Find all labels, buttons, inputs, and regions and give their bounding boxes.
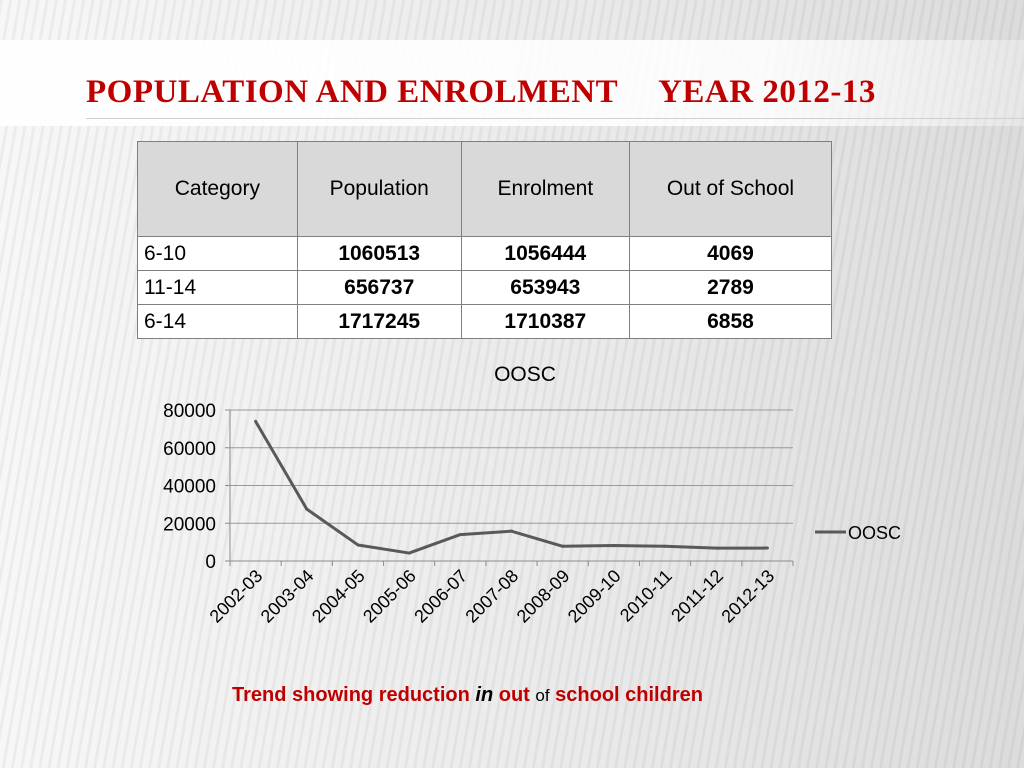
header-category: Category	[137, 141, 298, 237]
x-tick-label: 2005-06	[359, 566, 420, 627]
table-row: 6-14 1717245 1710387 6858	[137, 304, 833, 339]
title-band	[0, 40, 1024, 126]
legend-label: OOSC	[848, 523, 901, 543]
table-cell: 6858	[628, 304, 833, 339]
series-line-oosc	[254, 420, 768, 555]
x-tick-label: 2012-13	[717, 566, 778, 627]
slide-title-part1: POPULATION AND ENROLMENT	[86, 74, 619, 110]
x-tick-label: 2007-08	[461, 566, 522, 627]
caption-part2: in	[475, 684, 494, 706]
slide-title-part2: YEAR 2012-13	[658, 74, 876, 110]
x-tick-label: 2010-11	[616, 566, 676, 626]
caption-part3: out	[498, 684, 530, 706]
header-enrolment: Enrolment	[460, 141, 630, 237]
x-tick-label: 2002-03	[206, 566, 267, 627]
data-point	[407, 551, 411, 555]
table-cell: 1717245	[296, 304, 462, 339]
data-point	[305, 507, 309, 511]
caption-part4: of	[535, 686, 550, 705]
chart-title: OOSC	[494, 363, 556, 386]
table-cell: 11-14	[137, 270, 298, 305]
y-tick-label: 0	[205, 552, 216, 573]
enrolment-table: Category Population Enrolment Out of Sch…	[137, 141, 833, 339]
caption-part5: school children	[555, 684, 703, 706]
data-point	[356, 543, 360, 547]
data-point	[765, 546, 769, 550]
y-tick-label: 60000	[163, 439, 216, 460]
data-point	[612, 544, 616, 548]
table-cell: 656737	[296, 270, 462, 305]
header-population: Population	[296, 141, 462, 237]
data-point	[561, 544, 565, 548]
data-point	[714, 546, 718, 550]
table-cell: 6-14	[137, 304, 298, 339]
x-tick-label: 2003-04	[257, 566, 318, 627]
table-cell: 1710387	[460, 304, 630, 339]
data-point	[458, 533, 462, 537]
slide-title: POPULATION AND ENROLMENT YEAR 2012-13	[86, 74, 876, 111]
x-tick-label: 2008-09	[513, 566, 574, 627]
x-tick-label: 2004-05	[308, 566, 369, 627]
y-tick-label: 40000	[163, 477, 216, 498]
title-divider	[86, 118, 1024, 119]
data-point	[663, 544, 667, 548]
data-point	[254, 419, 258, 423]
table-cell: 1060513	[296, 236, 462, 271]
table-header-row: Category Population Enrolment Out of Sch…	[137, 141, 833, 237]
y-tick-label: 80000	[163, 401, 216, 422]
x-tick-label: 2009-10	[564, 566, 625, 627]
y-tick-label: 20000	[163, 514, 216, 535]
x-tick-label: 2011-12	[667, 566, 727, 626]
x-tick-label: 2006-07	[410, 566, 471, 627]
table-row: 11-14 656737 653943 2789	[137, 270, 833, 305]
header-out-of-school: Out of School	[628, 141, 833, 237]
table-cell: 2789	[628, 270, 833, 305]
chart-caption: Trend showing reduction in out of school…	[0, 684, 935, 707]
data-point	[510, 529, 513, 533]
caption-part1: Trend showing reduction	[232, 684, 470, 706]
